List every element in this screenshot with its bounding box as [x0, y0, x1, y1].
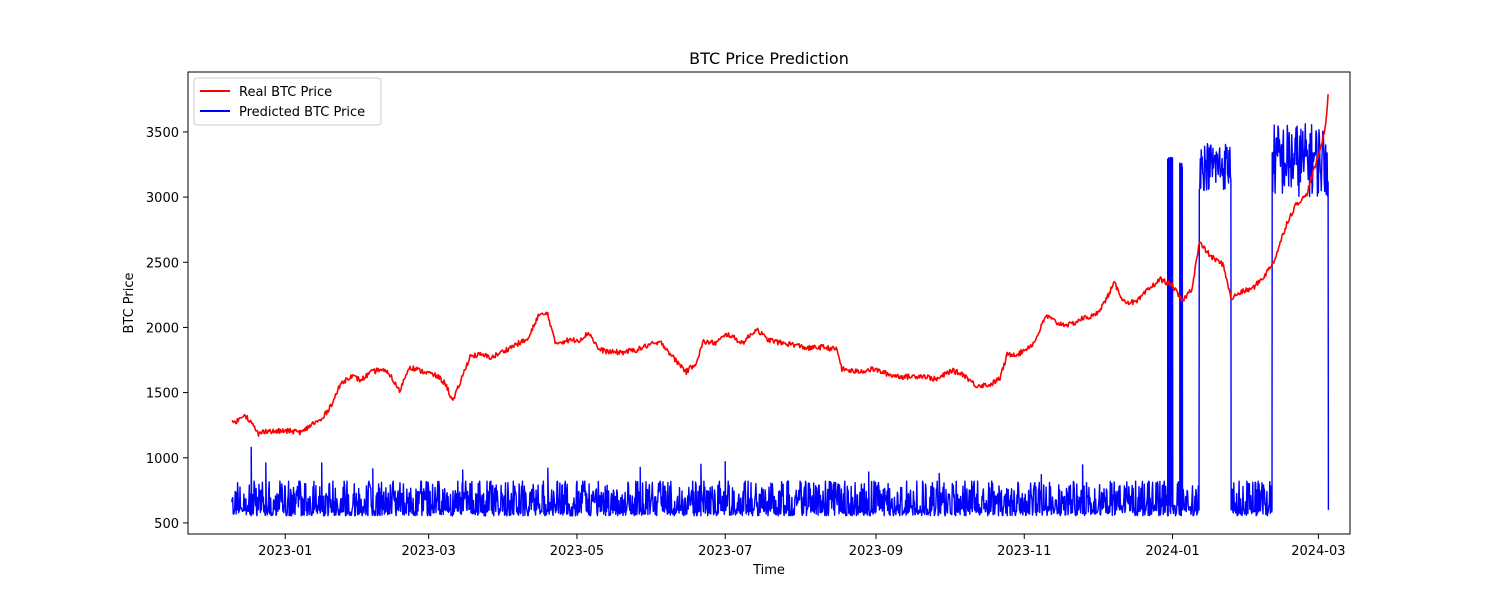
- legend-label-real: Real BTC Price: [239, 85, 332, 100]
- y-tick-label: 3500: [146, 126, 179, 141]
- y-axis-label: BTC Price: [122, 272, 137, 333]
- x-tick-label: 2023-05: [550, 544, 604, 559]
- legend-box: [193, 77, 382, 126]
- x-axis: 2023-01 2023-03 2023-05 2023-07 2023-09 2023-…: [258, 534, 1346, 559]
- legend-label-predicted: Predicted BTC Price: [239, 105, 365, 120]
- x-tick-label: 2023-11: [997, 544, 1051, 559]
- axes-frame: [187, 71, 1351, 535]
- x-tick-label: 2023-01: [258, 544, 312, 559]
- x-tick-label: 2023-03: [402, 544, 456, 559]
- x-tick-label: 2024-01: [1145, 544, 1199, 559]
- y-tick-label: 1000: [146, 452, 179, 467]
- x-tick-label: 2023-09: [849, 544, 903, 559]
- series-line-predicted: [231, 123, 1330, 517]
- chart-title: BTC Price Prediction: [689, 49, 849, 68]
- plot-series: [231, 94, 1330, 517]
- x-tick-label: 2023-07: [698, 544, 752, 559]
- x-axis-label: Time: [752, 563, 785, 578]
- y-tick-label: 500: [154, 517, 179, 532]
- series-line-real: [231, 94, 1329, 437]
- legend: Real BTC Price Predicted BTC Price: [193, 77, 382, 126]
- y-tick-label: 3000: [146, 191, 179, 206]
- y-tick-label: 2000: [146, 321, 179, 336]
- y-tick-label: 1500: [146, 387, 179, 402]
- y-tick-label: 2500: [146, 256, 179, 271]
- y-axis: 500 1000 1500 2000 2500 3000 3500: [146, 126, 188, 532]
- x-tick-label: 2024-03: [1291, 544, 1345, 559]
